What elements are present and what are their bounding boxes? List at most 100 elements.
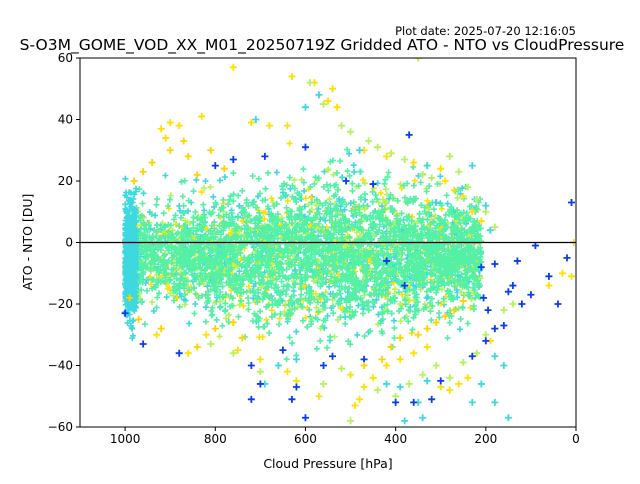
x-tick-label: 400 (384, 432, 407, 446)
y-tick-label: −20 (48, 297, 73, 311)
scatter-point (480, 294, 488, 302)
scatter-point (319, 362, 327, 369)
scatter-point (387, 343, 395, 351)
scatter-point (175, 349, 183, 357)
scatter-point (153, 331, 161, 339)
scatter-point (468, 208, 476, 216)
scatter-point (423, 162, 431, 170)
scatter-point (347, 417, 355, 425)
scatter-point (484, 306, 492, 314)
scatter-point (157, 125, 165, 133)
y-tick-label: −40 (48, 359, 73, 373)
scatter-point (401, 417, 409, 425)
scatter-point (288, 72, 296, 80)
cloud-bulk (122, 146, 485, 363)
scatter-point (437, 383, 445, 391)
scatter-point (491, 352, 499, 360)
scatter-point (491, 223, 499, 231)
x-axis-label: Cloud Pressure [hPa] (263, 456, 392, 471)
scatter-point (338, 122, 346, 130)
scatter-point (247, 362, 255, 369)
scatter-point (432, 199, 440, 207)
scatter-point (283, 122, 291, 130)
scatter-point (509, 282, 517, 290)
scatter-point (396, 383, 404, 391)
scatter-point (301, 143, 309, 151)
scatter-point (247, 395, 255, 403)
scatter-point (567, 199, 575, 207)
scatter-point (374, 143, 382, 151)
scatter-point (252, 116, 260, 123)
y-tick-label: 40 (58, 113, 73, 127)
scatter-point (482, 202, 490, 210)
scatter-points (121, 58, 576, 425)
scatter-point (423, 343, 431, 351)
scatter-point (486, 226, 494, 234)
scatter-point (220, 165, 228, 173)
scatter-point (365, 137, 373, 145)
scatter-point (292, 383, 300, 391)
x-tick-label: 1000 (110, 432, 141, 446)
scatter-point (360, 355, 368, 363)
scatter-point (283, 368, 291, 376)
scatter-point (414, 331, 422, 339)
scatter-point (238, 334, 246, 342)
scatter-point (139, 168, 147, 176)
scatter-point (256, 355, 264, 363)
scatter-point (347, 371, 355, 379)
scatter-point (207, 146, 215, 154)
scatter-point (198, 112, 206, 120)
scatter-point (500, 362, 508, 369)
scatter-point (256, 368, 264, 376)
scatter-point (229, 63, 237, 71)
scatter-point (491, 325, 499, 333)
scatter-point (446, 374, 454, 382)
scatter-point (459, 358, 467, 366)
scatter-point (477, 217, 485, 225)
scatter-point (387, 149, 395, 157)
scatter-point (437, 377, 445, 385)
scatter-point (211, 325, 219, 333)
scatter-point (410, 159, 418, 167)
scatter-point (473, 195, 481, 203)
scatter-point (459, 192, 467, 200)
y-tick-label: 20 (58, 174, 73, 188)
scatter-point (410, 398, 418, 406)
scatter-point (175, 122, 183, 130)
scatter-point (405, 131, 413, 139)
scatter-point (396, 355, 404, 363)
scatter-point (378, 355, 386, 363)
scatter-point (401, 282, 409, 290)
scatter-point (567, 272, 575, 280)
cloud-edge (122, 175, 140, 342)
scatter-point (288, 395, 296, 403)
scatter-point (383, 257, 391, 265)
scatter-point (464, 374, 472, 382)
scatter-point (301, 414, 309, 422)
scatter-point (558, 269, 566, 277)
scatter-point (369, 180, 377, 188)
scatter-point (423, 377, 431, 385)
x-tick-label: 600 (294, 432, 317, 446)
scatter-point (531, 242, 539, 250)
scatter-point (274, 362, 282, 369)
scatter-point (491, 260, 499, 268)
scatter-point (482, 337, 490, 345)
scatter-point (477, 380, 485, 388)
scatter-point (356, 395, 364, 403)
scatter-point (450, 306, 458, 314)
scatter-point (157, 325, 165, 333)
scatter-point (518, 300, 526, 308)
scatter-point (126, 294, 134, 302)
scatter-point (135, 315, 143, 323)
scatter-point (396, 334, 404, 342)
y-axis: −60 −40 −20 0 20 40 60 (48, 51, 80, 434)
scatter-point (247, 119, 255, 127)
scatter-point (265, 122, 273, 130)
scatter-point (229, 318, 237, 326)
scatter-point (446, 386, 454, 394)
scatter-point (162, 134, 170, 142)
x-tick-label: 200 (474, 432, 497, 446)
scatter-point (410, 349, 418, 357)
